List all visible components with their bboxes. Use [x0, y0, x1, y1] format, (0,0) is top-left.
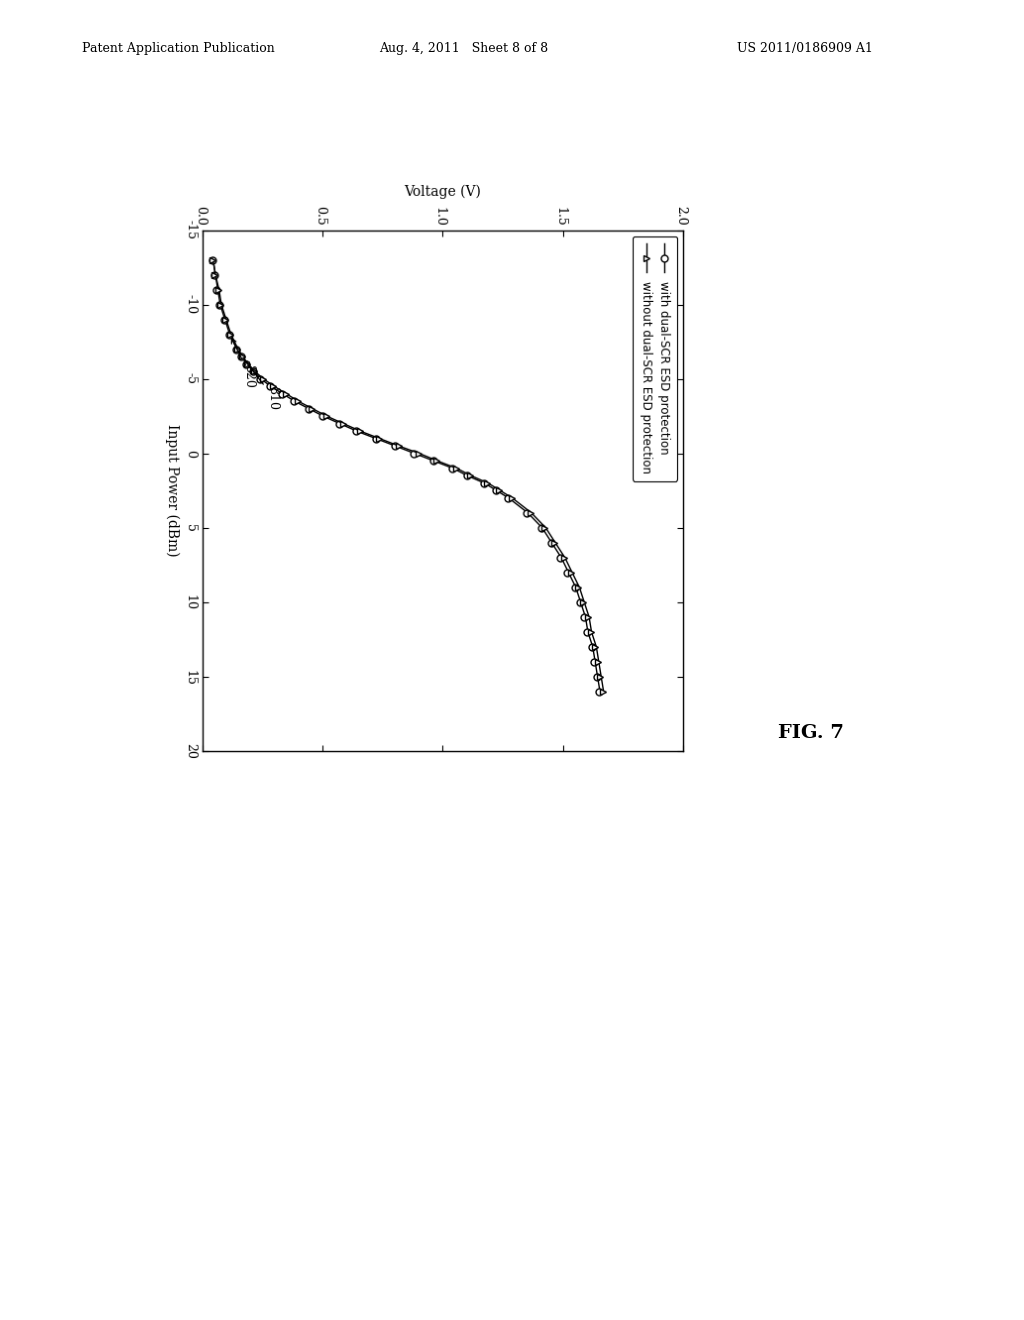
Text: Patent Application Publication: Patent Application Publication — [82, 42, 274, 55]
Text: FIG. 7: FIG. 7 — [778, 723, 844, 742]
Text: Aug. 4, 2011   Sheet 8 of 8: Aug. 4, 2011 Sheet 8 of 8 — [379, 42, 548, 55]
Text: US 2011/0186909 A1: US 2011/0186909 A1 — [737, 42, 873, 55]
